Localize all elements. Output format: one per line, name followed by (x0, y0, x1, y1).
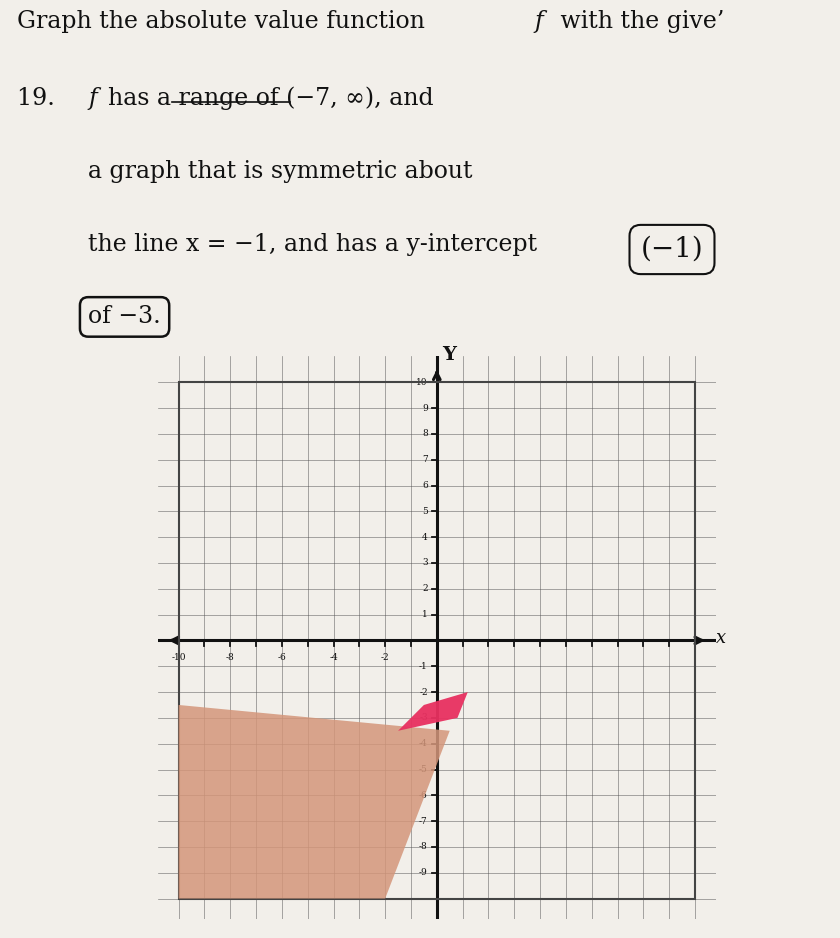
Text: -8: -8 (226, 654, 234, 662)
Text: has a range of (−7, ∞), and: has a range of (−7, ∞), and (108, 87, 433, 111)
Text: 19.: 19. (17, 87, 70, 110)
Text: f: f (534, 10, 543, 34)
Text: -5: -5 (419, 765, 428, 774)
Text: 3: 3 (423, 558, 428, 567)
Text: 5: 5 (422, 507, 428, 516)
Text: Y: Y (442, 346, 456, 364)
Text: -2: -2 (419, 688, 428, 697)
Text: 2: 2 (423, 584, 428, 594)
Text: -4: -4 (329, 654, 338, 662)
Polygon shape (398, 692, 468, 731)
Text: f: f (88, 87, 97, 110)
Text: -10: -10 (171, 654, 186, 662)
Text: x: x (716, 628, 726, 647)
Text: the line x = −1, and has a y-intercept: the line x = −1, and has a y-intercept (88, 233, 538, 255)
Text: -7: -7 (419, 817, 428, 825)
Text: -6: -6 (277, 654, 286, 662)
Text: 9: 9 (422, 403, 428, 413)
Text: 4: 4 (422, 533, 428, 541)
Text: -8: -8 (419, 842, 428, 852)
Text: (−1): (−1) (641, 236, 703, 263)
Text: -4: -4 (419, 739, 428, 749)
Text: 7: 7 (422, 455, 428, 464)
Text: 6: 6 (422, 481, 428, 490)
Text: -6: -6 (419, 791, 428, 800)
Text: with the give’: with the give’ (553, 10, 724, 34)
Text: 10: 10 (417, 378, 428, 386)
Text: 8: 8 (422, 430, 428, 438)
Text: -2: -2 (381, 654, 390, 662)
Text: a graph that is symmetric about: a graph that is symmetric about (88, 159, 473, 183)
Text: -3: -3 (419, 714, 428, 722)
Text: 1: 1 (422, 610, 428, 619)
Polygon shape (179, 705, 449, 899)
Text: -1: -1 (419, 661, 428, 671)
Text: -9: -9 (419, 869, 428, 877)
Text: of −3.: of −3. (88, 306, 161, 328)
Text: Graph the absolute value function: Graph the absolute value function (17, 10, 432, 34)
